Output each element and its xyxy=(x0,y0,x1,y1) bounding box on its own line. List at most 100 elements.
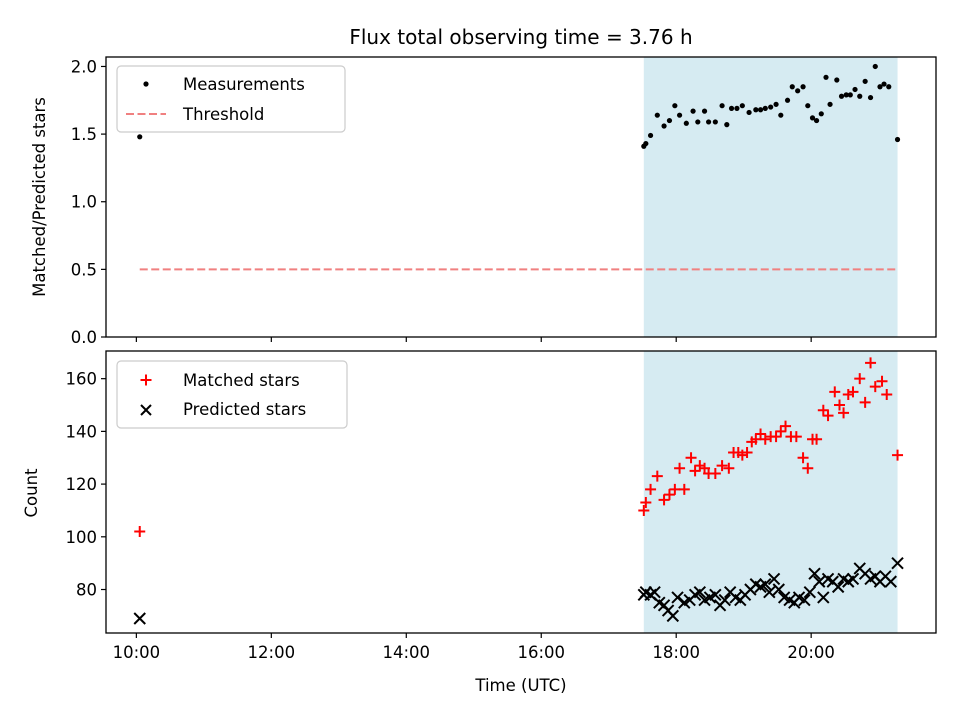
matched-star-point xyxy=(834,399,846,411)
measurement-point xyxy=(712,119,718,125)
predicted-star-point xyxy=(133,612,146,625)
measurement-point xyxy=(862,78,868,84)
measurement-point xyxy=(857,93,863,99)
legend-threshold-label: Threshold xyxy=(182,105,264,124)
measurement-point xyxy=(852,86,858,93)
measurement-point xyxy=(894,136,901,143)
predicted-star-point xyxy=(709,588,722,601)
measurement-point xyxy=(683,120,689,126)
measurement-point xyxy=(137,134,143,140)
measurement-point xyxy=(847,92,853,98)
matched-star-point xyxy=(892,449,904,461)
matched-star-point xyxy=(755,428,767,440)
matched-star-point xyxy=(645,483,657,495)
measurement-point xyxy=(661,123,667,129)
matched-star-point xyxy=(638,504,650,516)
measurement-points xyxy=(137,63,901,149)
matched-star-point xyxy=(678,483,690,495)
measurement-point xyxy=(676,112,683,118)
matched-star-point xyxy=(847,386,859,398)
y-tick-label: 0.0 xyxy=(71,328,97,347)
y-tick-label: 100 xyxy=(66,528,98,547)
matched-star-point xyxy=(709,468,721,480)
count-points xyxy=(133,357,904,625)
measurement-point xyxy=(838,93,845,99)
count-panel-frame xyxy=(105,350,937,634)
predicted-star-point xyxy=(808,567,821,580)
observing-window-band xyxy=(643,351,898,633)
matched-star-point xyxy=(859,396,871,408)
measurement-point xyxy=(739,103,745,109)
matched-star-point xyxy=(881,388,893,400)
predicted-star-point xyxy=(813,575,826,588)
measurement-point xyxy=(773,101,779,107)
predicted-star-point xyxy=(666,609,680,623)
measurement-point xyxy=(643,140,649,147)
measurement-point xyxy=(872,63,878,70)
matched-star-point xyxy=(685,452,697,464)
measurement-point xyxy=(705,119,712,125)
measurement-point xyxy=(734,105,740,112)
time-xlabel: Time (UTC) xyxy=(474,676,566,695)
matched-star-point xyxy=(663,489,675,501)
predicted-star-point xyxy=(831,580,845,594)
predicted-star-point xyxy=(671,591,684,604)
x-tick-label: 20:00 xyxy=(787,643,835,662)
predicted-star-point xyxy=(817,591,830,604)
matched-star-point xyxy=(876,375,888,387)
matched-star-point xyxy=(822,410,834,422)
measurement-point xyxy=(695,119,701,125)
y-tick-label: 2.0 xyxy=(71,57,97,76)
matched-star-point xyxy=(741,446,753,458)
measurement-point xyxy=(724,122,730,128)
legend-measurement-marker xyxy=(143,81,149,87)
x-tick-label: 14:00 xyxy=(383,643,431,662)
predicted-star-point xyxy=(846,572,860,586)
predicted-star-point xyxy=(891,556,904,570)
x-tick-label: 12:00 xyxy=(248,643,296,662)
y-tick-label: 120 xyxy=(66,475,98,494)
x-tick-label: 16:00 xyxy=(517,643,565,662)
x-tick-label: 10:00 xyxy=(113,643,161,662)
matched-star-point xyxy=(674,462,686,474)
matched-star-point xyxy=(134,526,146,538)
y-tick-label: 0.5 xyxy=(71,260,97,279)
measurement-point xyxy=(753,107,759,113)
measurement-point xyxy=(647,132,654,139)
matched-star-point xyxy=(736,449,748,461)
measurement-point xyxy=(789,84,795,90)
ratio-legend-box xyxy=(116,65,346,133)
measurement-point xyxy=(805,103,811,109)
y-tick-label: 140 xyxy=(66,422,98,441)
matched-star-point xyxy=(669,483,681,495)
x-tick-label: 18:00 xyxy=(652,643,700,662)
count-ylabel: Count xyxy=(22,468,41,518)
measurement-point xyxy=(690,108,696,114)
matched-star-point xyxy=(750,433,762,445)
y-tick-label: 1.5 xyxy=(71,125,97,144)
observing-window-band xyxy=(643,57,898,337)
predicted-star-point xyxy=(693,585,707,599)
measurement-point xyxy=(877,84,883,90)
legend-matched-marker xyxy=(140,374,152,386)
predicted-star-point xyxy=(763,585,776,599)
matched-star-point xyxy=(869,381,881,393)
matched-star-point xyxy=(775,425,787,437)
ratio-legend: Measurements Threshold xyxy=(116,65,346,133)
measurement-point xyxy=(784,97,791,103)
measurement-point xyxy=(701,108,708,114)
matched-star-point xyxy=(694,460,706,472)
legend-predicted-marker xyxy=(140,404,152,416)
matched-star-point xyxy=(854,373,866,385)
measurement-point xyxy=(809,115,816,121)
measurement-point xyxy=(768,104,774,110)
count-panel: 10:00 12:00 14:00 16:00 18:00 20:00 80 100 120 14… xyxy=(22,350,937,695)
count-legend-box xyxy=(116,360,348,429)
matched-star-point xyxy=(640,497,652,509)
measurement-point xyxy=(827,101,833,107)
predicted-star-point xyxy=(798,593,811,607)
predicted-star-point xyxy=(648,585,661,599)
matched-star-point xyxy=(658,494,670,506)
predicted-star-point xyxy=(759,578,772,591)
